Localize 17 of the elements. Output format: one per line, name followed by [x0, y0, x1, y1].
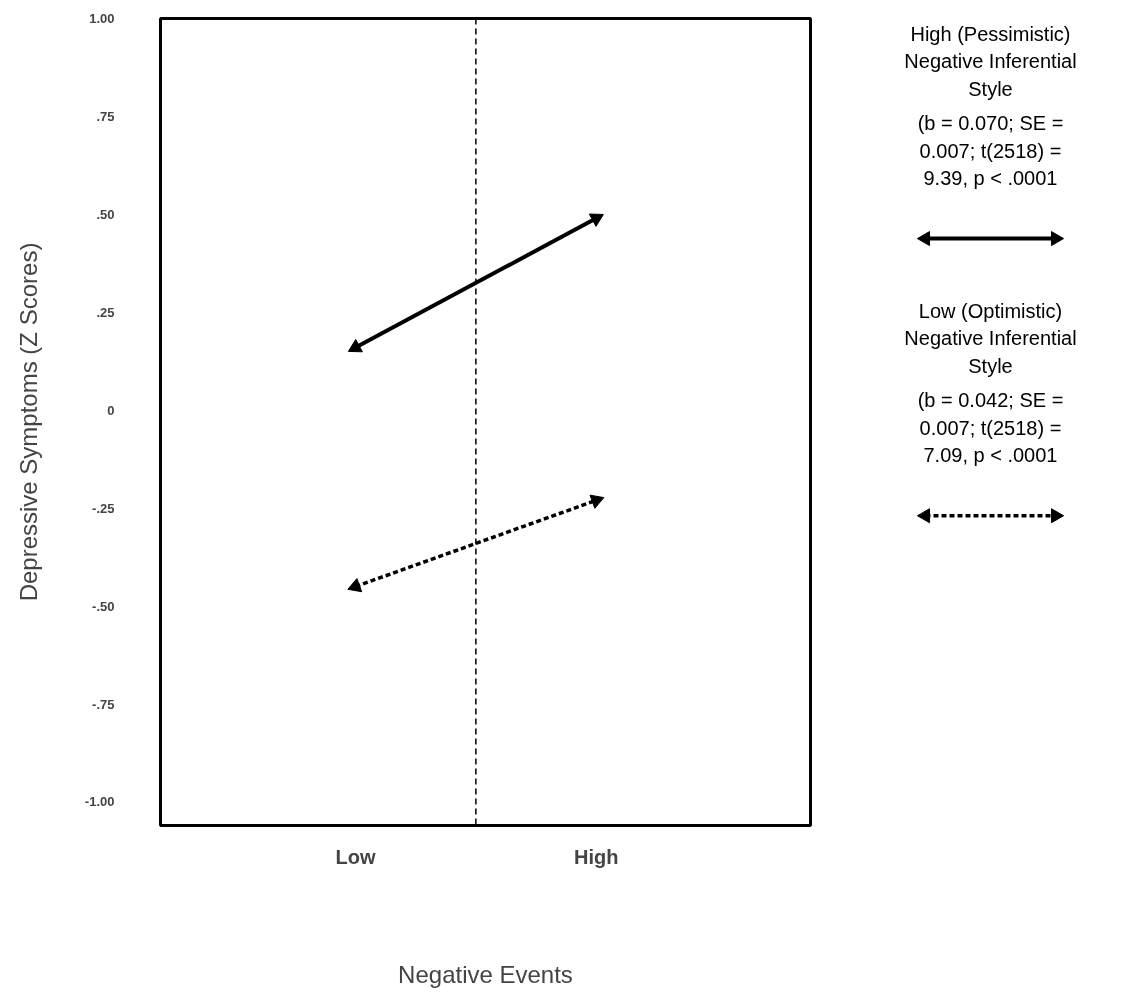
text: (b = 0.070; SE = 0.007; t(2518) = 9.39, p < .0001 [917, 112, 1064, 190]
y-axis-title: Depressive Symptoms (Z Scores) [14, 242, 42, 602]
text: Low (Optimistic) Negative Inferential Style [904, 299, 1077, 377]
text: (b = 0.042; SE = 0.007; t(2518) = 7.09, p < .0001 [917, 389, 1064, 467]
y-tick-label: 1.00 [89, 11, 115, 26]
y-tick-label: -.75 [92, 696, 115, 712]
y-tick-label: -.50 [92, 598, 115, 614]
y-tick-label: .75 [96, 108, 115, 124]
y-tick-label: -.25 [92, 500, 115, 516]
y-tick-label: -1.00 [84, 794, 115, 810]
x-tick-label: Low [335, 845, 376, 868]
y-tick-label: .25 [96, 304, 115, 320]
x-axis-title: Negative Events [398, 960, 573, 988]
x-tick-label: High [574, 845, 619, 868]
text: High (Pessimistic) Negative Inferential Style [904, 22, 1077, 100]
y-tick-label: .50 [96, 206, 115, 222]
y-tick-label: 0 [107, 402, 115, 418]
